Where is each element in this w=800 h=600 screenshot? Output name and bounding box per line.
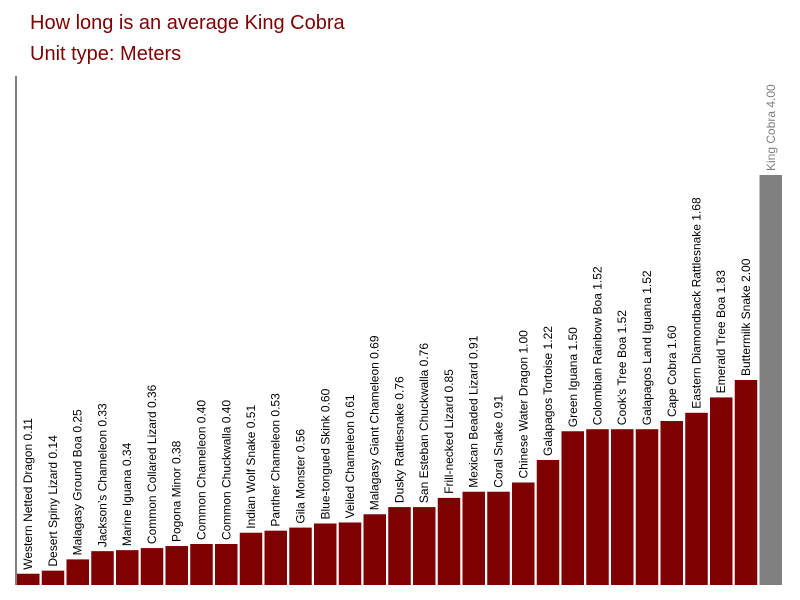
- bar-label: Jackson’s Chameleon 0.33: [96, 403, 110, 547]
- bar: [289, 527, 312, 585]
- bar: [116, 550, 139, 585]
- bar-label: King Cobra 4.00: [764, 84, 778, 171]
- bar: [487, 491, 510, 586]
- bar-label: Desert Spiny Lizard 0.14: [46, 435, 60, 567]
- bar: [611, 429, 634, 585]
- bar-label: Malagasy Ground Boa 0.25: [71, 409, 85, 555]
- bar: [66, 559, 89, 586]
- bar-label: Common Chameleon 0.40: [195, 400, 209, 540]
- bar-label: Coral Snake 0.91: [492, 395, 506, 488]
- bar-label: Western Netted Dragon 0.11: [21, 418, 35, 570]
- bar-label: Dusky Rattlesnake 0.76: [393, 376, 407, 503]
- bar: [759, 175, 782, 585]
- bar-label: Mexican Beaded Lizard 0.91: [467, 335, 481, 487]
- bar-label: Common Collared Lizard 0.36: [145, 384, 159, 544]
- bar: [512, 482, 535, 585]
- bar-label: Veiled Chameleon 0.61: [343, 394, 357, 518]
- bar: [239, 532, 263, 585]
- bar-label: Indian Wolf Snake 0.51: [244, 405, 258, 529]
- bar: [215, 544, 238, 585]
- bar: [338, 522, 362, 585]
- bar-label: San Esteban Chuckwalla 0.76: [417, 343, 431, 503]
- bar: [413, 507, 436, 585]
- bar-label: Emerald Tree Boa 1.83: [714, 270, 728, 394]
- bar: [660, 421, 683, 585]
- bar-label: Chinese Water Dragon 1.00: [516, 330, 530, 479]
- bar-label: Colombian Rainbow Boa 1.52: [591, 266, 605, 425]
- bar: [388, 507, 411, 585]
- bar-label: Gila Monster 0.56: [294, 429, 308, 524]
- bar-label: Galapagos Land Iguana 1.52: [640, 270, 654, 425]
- bar: [190, 544, 213, 585]
- bar: [635, 429, 659, 585]
- bars-group: [17, 175, 782, 586]
- bar: [165, 546, 188, 585]
- bar-label: Green Iguana 1.50: [566, 327, 580, 427]
- bar-label: Galapagos Tortoise 1.22: [541, 326, 555, 456]
- bar: [41, 570, 65, 585]
- bar-label: Common Chuckwalla 0.40: [219, 400, 233, 540]
- bar-label: Blue-tongued Skink 0.60: [318, 388, 332, 519]
- bar-label: Panther Chameleon 0.53: [269, 393, 283, 527]
- bar: [363, 514, 386, 585]
- bar: [17, 573, 40, 586]
- bar-label: Cook’s Tree Boa 1.52: [615, 310, 629, 426]
- chart-subtitle: Unit type: Meters: [30, 43, 181, 65]
- bar-label: Buttermilk Snake 2.00: [739, 258, 753, 376]
- bar: [685, 412, 708, 585]
- bar: [561, 431, 584, 585]
- bar: [140, 548, 164, 585]
- bar-label: Cape Cobra 1.60: [665, 325, 679, 417]
- bar: [536, 459, 560, 585]
- bar: [710, 397, 733, 585]
- bar-label: Eastern Diamondback Rattlesnake 1.68: [690, 197, 704, 409]
- bar: [734, 380, 758, 585]
- chart-title: How long is an average King Cobra: [30, 12, 346, 34]
- bar-label: Malagasy Giant Chameleon 0.69: [368, 335, 382, 510]
- bar-label: Pogona Minor 0.38: [170, 440, 184, 542]
- bar: [314, 523, 337, 585]
- bar-label: Frill-necked Lizard 0.85: [442, 369, 456, 494]
- bar-labels-group: Western Netted Dragon 0.11 Desert Spiny L…: [21, 84, 778, 570]
- bar: [91, 551, 114, 585]
- bar: [437, 497, 461, 586]
- bar: [586, 429, 609, 585]
- bar: [264, 530, 287, 585]
- bar-label: Marine Iguana 0.34: [120, 442, 134, 546]
- bar: [462, 491, 485, 586]
